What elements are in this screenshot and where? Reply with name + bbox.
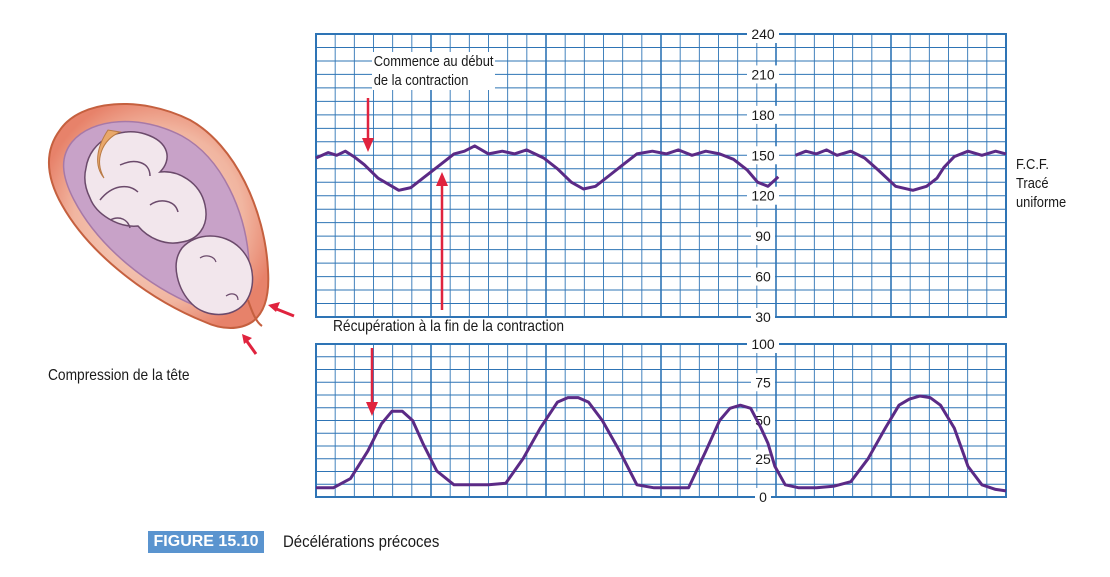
uc-trace-line (316, 394, 1007, 493)
uc-grid (316, 344, 1006, 497)
fhr-tick-bg (751, 267, 775, 286)
fhr-side-line-3: uniforme (1016, 194, 1067, 211)
fhr-tick-label: 210 (751, 66, 775, 82)
uc-tick-bg (747, 335, 779, 353)
compression-arrow-bottom (244, 339, 258, 355)
compression-arrows (242, 302, 295, 355)
fhr-side-line-1: F.C.F. (1016, 156, 1049, 173)
fhr-tick-label: 240 (751, 26, 775, 42)
uc-tick-label: 0 (759, 489, 767, 505)
annotation-start-line-1: Commence au début (373, 53, 494, 70)
fhr-tick-bg (747, 105, 779, 124)
fhr-side-label: F.C.F. Tracé uniforme (1016, 155, 1066, 212)
uc-tick-bg (755, 488, 771, 506)
annotation-start-line-2: de la contraction (373, 72, 469, 89)
fhr-tick-bg (747, 146, 779, 165)
fhr-tick-label: 150 (751, 147, 775, 163)
uc-tick-bg (751, 373, 775, 392)
compression-arrow-right (273, 306, 295, 318)
uc-chart-border (315, 343, 1007, 498)
fhr-side-line-2: Tracé (1016, 175, 1049, 192)
fhr-y-axis-labels: 240 210 180 150 120 90 60 30 (747, 25, 779, 326)
annotation-arrows (362, 98, 448, 416)
fhr-tick-bg (751, 308, 775, 326)
uc-tick-label: 75 (755, 374, 771, 390)
fhr-tick-label: 30 (755, 309, 771, 325)
fhr-trace-line (315, 144, 1007, 192)
fhr-tick-bg (747, 25, 779, 43)
uc-tick-bg (751, 411, 775, 430)
fhr-tick-bg (747, 186, 779, 205)
fhr-tick-label: 90 (755, 228, 771, 244)
annotation-recovery: Récupération à la fin de la contraction (333, 318, 565, 335)
uc-tick-label: 25 (755, 451, 771, 467)
uc-tick-label: 100 (751, 336, 775, 352)
fhr-tick-label: 120 (751, 188, 775, 204)
fhr-tick-bg (747, 65, 779, 84)
fhr-chart-border (315, 33, 1007, 318)
annotation-start-of-contraction: Commence au début de la contraction (372, 52, 496, 90)
uc-tick-bg (751, 449, 775, 468)
figure-number-badge: FIGURE 15.10 (148, 531, 264, 553)
fhr-tick-label: 180 (751, 107, 775, 123)
illustration-caption: Compression de la tête (48, 367, 190, 384)
fhr-tick-label: 60 (755, 269, 771, 285)
figure-title: Décélérations précoces (283, 532, 440, 551)
fetus-head-compression-illustration (48, 103, 270, 329)
fhr-tick-bg (751, 227, 775, 246)
